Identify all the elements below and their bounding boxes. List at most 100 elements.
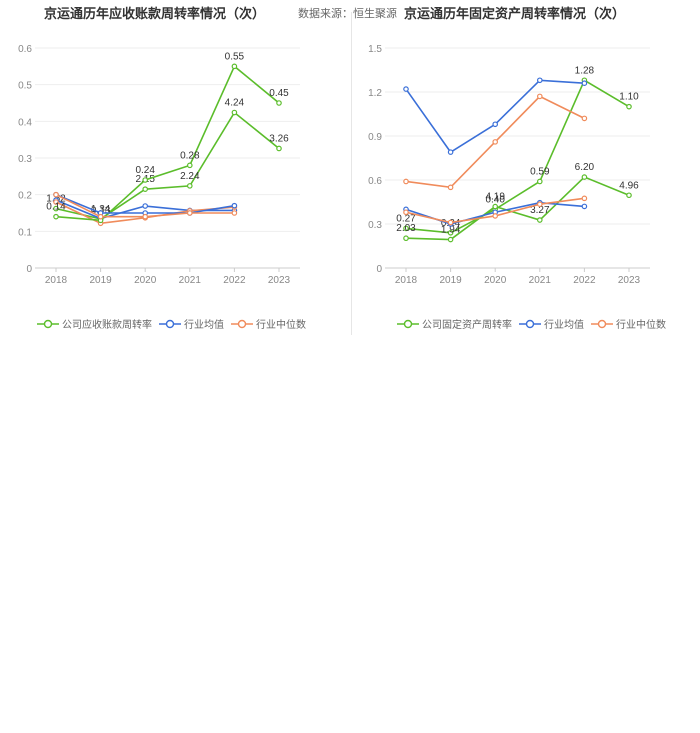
legend-marker-icon bbox=[397, 319, 419, 328]
right-line-chart: 0 0.3 0.6 0.9 1.2 1.5 2018 2019 2020 2021 2022 2023… bbox=[368, 44, 650, 286]
data-point bbox=[537, 77, 543, 84]
legend-label: 公司固定资产周转率 bbox=[422, 320, 512, 331]
legend-marker-icon bbox=[37, 319, 59, 328]
legend-marker-icon bbox=[159, 319, 181, 328]
data-point bbox=[581, 195, 588, 202]
data-point bbox=[581, 203, 588, 210]
x-tick-label: 2022 bbox=[573, 275, 596, 286]
data-point bbox=[276, 100, 282, 106]
data-point bbox=[492, 121, 499, 128]
right-chart-legend: 公司固定资产周转率 行业均值 行业中位数 bbox=[396, 316, 672, 332]
data-point bbox=[537, 201, 543, 208]
x-tick-label: 2018 bbox=[45, 275, 68, 286]
left-line-chart: 0 0.1 0.2 0.3 0.4 0.5 0.6 2018 2019 2020 2021 2022 2… bbox=[18, 44, 300, 286]
y-tick-label: 0 bbox=[26, 264, 32, 275]
series-line bbox=[405, 176, 630, 241]
data-point bbox=[581, 115, 588, 122]
data-point bbox=[447, 236, 454, 243]
data-label: 3.26 bbox=[269, 133, 289, 144]
data-point bbox=[187, 210, 193, 216]
data-point bbox=[231, 109, 238, 116]
x-tick-label: 2018 bbox=[395, 275, 418, 286]
data-label: 4.96 bbox=[619, 180, 639, 191]
data-point bbox=[276, 145, 282, 152]
data-label: 0.40 bbox=[485, 194, 505, 205]
legend-item[interactable]: 行业中位数 bbox=[230, 316, 306, 331]
data-label: 2.24 bbox=[180, 171, 200, 182]
legend-item[interactable]: 公司固定资产周转率 bbox=[396, 316, 512, 331]
legend-item[interactable]: 行业均值 bbox=[158, 316, 224, 331]
x-tick-label: 2021 bbox=[179, 275, 202, 286]
data-point bbox=[403, 86, 409, 92]
legend-label: 行业均值 bbox=[184, 320, 224, 331]
legend-label: 行业中位数 bbox=[616, 320, 666, 331]
data-point bbox=[447, 184, 454, 191]
x-tick-label: 2019 bbox=[439, 275, 462, 286]
data-label: 0.59 bbox=[530, 166, 550, 177]
y-tick-label: 0.3 bbox=[18, 154, 32, 165]
legend-item[interactable]: 行业均值 bbox=[518, 316, 584, 331]
data-label: 6.20 bbox=[575, 162, 595, 173]
legend-item[interactable]: 公司应收账款周转率 bbox=[36, 316, 152, 331]
data-point bbox=[403, 225, 409, 232]
data-label: 4.19 bbox=[485, 192, 505, 203]
y-tick-label: 1.2 bbox=[368, 88, 382, 99]
y-tick-label: 0.5 bbox=[18, 81, 32, 92]
data-point bbox=[626, 103, 632, 110]
data-point bbox=[97, 213, 104, 220]
data-point bbox=[581, 80, 588, 87]
x-tick-label: 2020 bbox=[134, 275, 157, 286]
data-point bbox=[142, 177, 149, 183]
data-label: 0.28 bbox=[180, 150, 200, 161]
data-point bbox=[187, 162, 193, 169]
data-point bbox=[447, 230, 454, 236]
data-point bbox=[537, 178, 543, 185]
data-point bbox=[492, 213, 499, 219]
data-label: 4.24 bbox=[225, 98, 245, 109]
legend-label: 行业中位数 bbox=[256, 320, 306, 331]
legend-marker-icon bbox=[231, 319, 253, 328]
data-point bbox=[403, 209, 409, 216]
x-tick-label: 2020 bbox=[484, 275, 507, 286]
data-point bbox=[142, 213, 149, 220]
y-tick-label: 0.4 bbox=[18, 117, 32, 128]
data-point bbox=[581, 174, 588, 180]
data-point bbox=[537, 93, 543, 100]
legend-marker-icon bbox=[519, 319, 541, 328]
y-tick-label: 0 bbox=[376, 264, 382, 275]
data-label: 0.55 bbox=[225, 51, 245, 62]
data-point bbox=[231, 63, 238, 70]
x-tick-label: 2021 bbox=[529, 275, 552, 286]
data-label: 0.24 bbox=[135, 165, 155, 176]
data-label: 2.03 bbox=[396, 223, 416, 234]
data-label: 0.14 bbox=[46, 202, 66, 213]
left-chart-title: 京运通历年应收账款周转率情况（次） bbox=[44, 7, 266, 22]
legend-marker-icon bbox=[591, 319, 613, 328]
legend-item[interactable]: 行业中位数 bbox=[590, 316, 666, 331]
data-point bbox=[403, 235, 409, 242]
y-tick-label: 0.6 bbox=[18, 44, 32, 55]
data-point bbox=[492, 139, 499, 145]
data-label: 3.27 bbox=[530, 205, 550, 216]
data-point bbox=[53, 191, 59, 198]
y-tick-label: 0.6 bbox=[368, 176, 382, 187]
y-tick-label: 1.5 bbox=[368, 44, 382, 55]
data-label: 1.10 bbox=[619, 92, 639, 103]
data-point bbox=[537, 217, 543, 223]
data-point bbox=[231, 202, 238, 209]
data-point bbox=[626, 192, 632, 199]
x-tick-label: 2022 bbox=[223, 275, 246, 286]
data-point bbox=[142, 203, 149, 209]
series-line bbox=[55, 111, 280, 220]
data-point bbox=[447, 149, 454, 155]
series-line bbox=[55, 65, 280, 222]
y-tick-label: 0.3 bbox=[368, 220, 382, 231]
legend-label: 行业均值 bbox=[544, 320, 584, 331]
data-point bbox=[187, 183, 193, 189]
data-label: 0.45 bbox=[269, 88, 289, 99]
data-point bbox=[231, 210, 238, 216]
data-point bbox=[403, 178, 409, 185]
legend-label: 公司应收账款周转率 bbox=[62, 320, 152, 331]
data-label: 1.34 bbox=[91, 204, 111, 215]
data-label: 0.27 bbox=[396, 213, 416, 224]
